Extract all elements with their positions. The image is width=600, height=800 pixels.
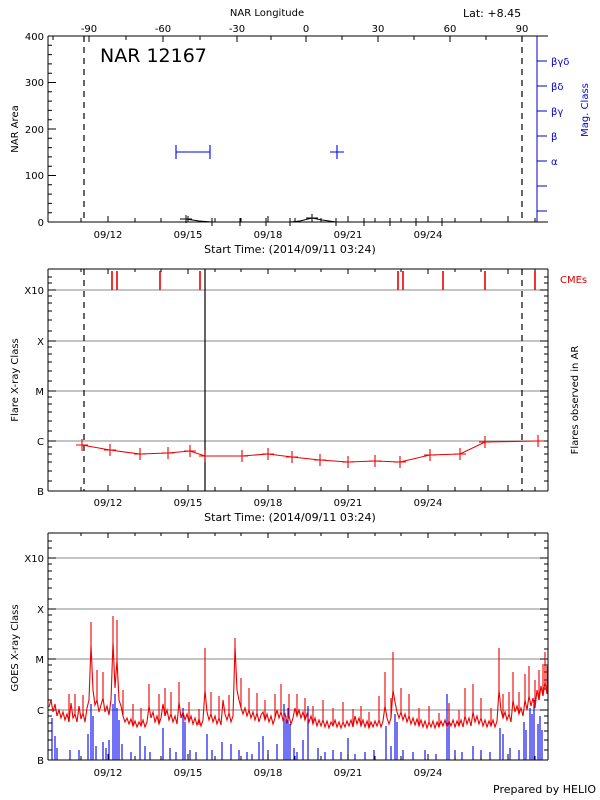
panel3-ytick-b: B [37,756,44,767]
panel1-ytick-300: 300 [25,78,44,89]
panel3-ytick-m: M [35,655,44,666]
panel2-xlabel: Start Time: (2014/09/11 03:24) [204,511,376,524]
panel3-xtick-0915: 09/15 [174,768,203,779]
panel1-xtick-0918: 09/18 [254,230,283,241]
top-axis-ticklabels: -90 -60 -30 0 30 60 90 [81,24,529,35]
panel1-magclass-ticks [537,60,547,212]
top-axis-title: NAR Longitude [230,8,304,19]
top-tick-label: 0 [303,24,309,35]
panel1-xtick-0921: 09/21 [334,230,363,241]
panel2-xtick-0912: 09/12 [94,498,123,509]
magclass-label-bd: βδ [551,82,564,93]
panel-goes-class: X10 X M C B GOES X-ray Class [10,532,549,779]
magclass-label-b: β [551,132,557,143]
cme-markers [111,271,536,290]
panel3-top-ticks [80,533,536,538]
top-tick-label: -60 [155,24,171,35]
panel2-ylabel: Flare X-ray Class [10,338,21,422]
panel2-ytick-c: C [37,437,44,448]
top-tick-label: 90 [516,24,529,35]
panel2-right-axis-label: Flares observed in AR [570,346,581,455]
panel3-xtick-0924: 09/24 [414,768,443,779]
panel3-flare-spikes [68,616,548,728]
panel3-xtick-0921: 09/21 [334,768,363,779]
panel1-area-series [180,214,448,226]
panel2-ytick-x10: X10 [24,286,44,297]
panel1-magclass-series [175,145,344,159]
panel1-xtick-0915: 09/15 [174,230,203,241]
panel2-ytick-b: B [37,487,44,498]
panel1-ylabel: NAR Area [10,105,21,152]
region-title: NAR 12167 [100,45,207,67]
panel1-xtick-0912: 09/12 [94,230,123,241]
panel2-xtick-0921: 09/21 [334,498,363,509]
panel3-goes-series [48,616,548,730]
top-tick-label: -90 [81,24,97,35]
panel3-xtick-0912: 09/12 [94,768,123,779]
top-tick-label: 60 [444,24,457,35]
panel2-ytick-m: M [35,387,44,398]
magclass-label-a: α [551,157,558,168]
panel2-flare-series [76,435,544,468]
panel3-y-ticks [48,540,548,761]
panel1-ytick-0: 0 [38,218,44,229]
panel3-ytick-x10: X10 [24,554,44,565]
panel2-xtick-0915: 09/15 [174,498,203,509]
panel1-ytick-400: 400 [25,32,44,43]
panel3-ytick-c: C [37,706,44,717]
panel1-ytick-200: 200 [25,125,44,136]
credit-label: Prepared by HELIO [493,783,596,796]
cme-legend-label: CMEs [560,275,587,286]
panel3-ylabel: GOES X-ray Class [10,604,21,691]
panel2-ytick-x: X [37,337,44,348]
panel1-top-ticks [52,36,523,42]
top-tick-label: -30 [229,24,245,35]
panel3-xtick-0918: 09/18 [254,768,283,779]
panel2-x-ticks [80,485,536,491]
panel-flare-class: X10 X M C B Flare X-ray Class CMEs Flare… [10,268,587,524]
panel1-x-ticks [80,216,536,222]
magclass-label-bg: βγ [551,107,563,118]
panel2-xtick-0918: 09/18 [254,498,283,509]
panel2-top-ticks [80,269,536,274]
panel3-x-ticks [80,754,536,760]
panel2-xtick-0924: 09/24 [414,498,443,509]
panel3-ytick-x: X [37,605,44,616]
panel1-right-axis-label: Mag. Class [580,83,591,137]
panel1-y-ticks [48,35,56,223]
magclass-label-bgd: βγδ [551,57,569,68]
latitude-label: Lat: +8.45 [463,7,521,20]
panel1-ytick-100: 100 [25,171,44,182]
panel-nar-area: 0 100 200 300 400 NAR Area NAR 12167 βγδ… [10,32,591,256]
panel2-y-ticks [48,276,548,492]
panel1-xtick-0924: 09/24 [414,230,443,241]
top-tick-label: 30 [372,24,385,35]
panel1-xlabel: Start Time: (2014/09/11 03:24) [204,243,376,256]
